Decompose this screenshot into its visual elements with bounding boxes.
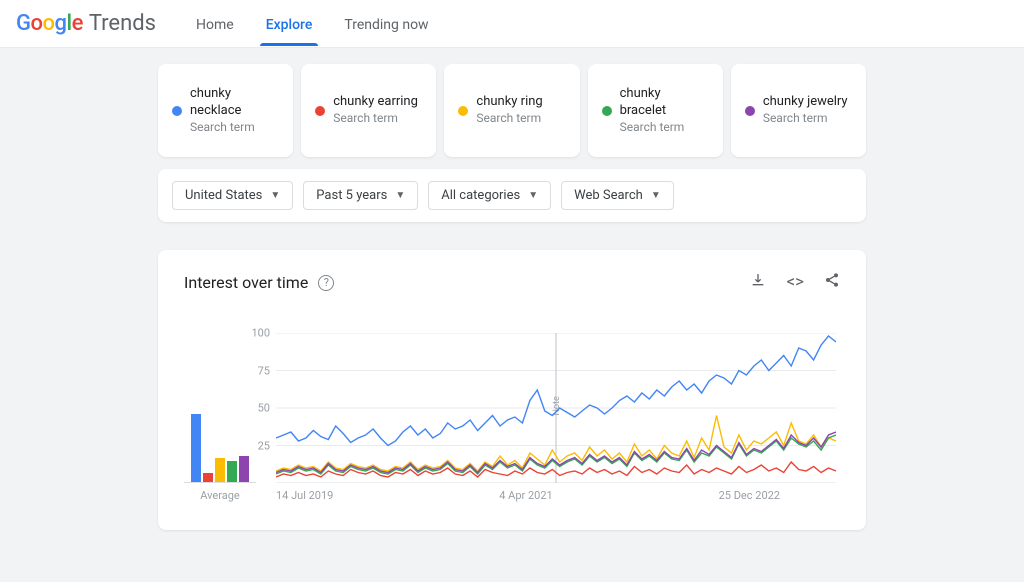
term-text: chunky ring Search term	[476, 94, 542, 126]
term-name: chunky earring	[333, 94, 418, 111]
filters-card: United States▼Past 5 years▼All categorie…	[158, 169, 866, 222]
content: chunky necklace Search term chunky earri…	[0, 48, 1024, 530]
filter-chip[interactable]: All categories ▼	[428, 181, 551, 210]
term-card[interactable]: chunky ring Search term	[444, 64, 579, 157]
line-chart: 255075100Note14 Jul 20194 Apr 202125 Dec…	[276, 333, 840, 502]
color-dot-icon	[315, 106, 325, 116]
filter-chip[interactable]: Web Search ▼	[561, 181, 674, 210]
average-bar	[191, 414, 201, 482]
search-terms-row: chunky necklace Search term chunky earri…	[158, 64, 866, 157]
interest-chart-card: Interest over time ? <> Average 25 50 75 10…	[158, 250, 866, 530]
filter-label: Past 5 years	[316, 188, 387, 203]
google-logo: Google	[16, 11, 83, 36]
product-name: Trends	[89, 11, 156, 36]
x-tick-label: 4 Apr 2021	[499, 489, 552, 502]
logo[interactable]: Google Trends	[16, 11, 156, 36]
term-text: chunky jewelry Search term	[763, 94, 848, 126]
x-tick-label: 14 Jul 2019	[276, 489, 333, 502]
card-title: Interest over time	[184, 273, 308, 292]
term-subtitle: Search term	[476, 111, 542, 127]
term-name: chunky necklace	[190, 86, 279, 120]
average-block: Average	[184, 413, 256, 502]
filter-chip[interactable]: United States ▼	[172, 181, 293, 210]
term-subtitle: Search term	[763, 111, 848, 127]
average-bar	[227, 461, 237, 483]
filter-label: Web Search	[574, 188, 643, 203]
top-nav: Home Explore Trending now	[196, 3, 429, 45]
chevron-down-icon: ▼	[651, 190, 661, 201]
share-icon[interactable]	[824, 272, 840, 293]
term-text: chunky necklace Search term	[190, 86, 279, 135]
help-icon[interactable]: ?	[318, 275, 334, 291]
average-label: Average	[184, 489, 256, 502]
y-tick-label: 100	[251, 327, 270, 340]
term-text: chunky bracelet Search term	[620, 86, 709, 135]
filter-label: United States	[185, 188, 262, 203]
term-card[interactable]: chunky necklace Search term	[158, 64, 293, 157]
color-dot-icon	[458, 106, 468, 116]
nav-item-home[interactable]: Home	[196, 3, 234, 45]
term-name: chunky ring	[476, 94, 542, 111]
download-icon[interactable]	[750, 272, 766, 293]
card-actions: <>	[750, 272, 840, 293]
term-name: chunky bracelet	[620, 86, 709, 120]
average-bars	[184, 413, 256, 483]
embed-icon[interactable]: <>	[786, 272, 804, 293]
color-dot-icon	[745, 106, 755, 116]
term-card[interactable]: chunky jewelry Search term	[731, 64, 866, 157]
nav-item-explore[interactable]: Explore	[266, 3, 313, 45]
term-name: chunky jewelry	[763, 94, 848, 111]
chevron-down-icon: ▼	[270, 190, 280, 201]
svg-text:Note: Note	[552, 396, 562, 415]
chevron-down-icon: ▼	[528, 190, 538, 201]
filter-chip[interactable]: Past 5 years ▼	[303, 181, 418, 210]
y-tick-label: 25	[258, 439, 270, 452]
average-bar	[203, 473, 213, 483]
term-card[interactable]: chunky bracelet Search term	[588, 64, 723, 157]
x-axis-labels: 14 Jul 2019 4 Apr 2021 25 Dec 2022	[276, 483, 840, 502]
nav-item-trending-now[interactable]: Trending now	[344, 3, 428, 45]
color-dot-icon	[172, 106, 182, 116]
color-dot-icon	[602, 106, 612, 116]
term-subtitle: Search term	[190, 120, 279, 136]
y-tick-label: 75	[258, 364, 270, 377]
term-text: chunky earring Search term	[333, 94, 418, 126]
average-bar	[239, 456, 249, 483]
chart-body: Average 255075100Note14 Jul 20194 Apr 20…	[184, 333, 840, 502]
header: Google Trends Home Explore Trending now	[0, 0, 1024, 48]
chevron-down-icon: ▼	[395, 190, 405, 201]
average-bar	[215, 458, 225, 482]
filter-label: All categories	[441, 188, 520, 203]
term-subtitle: Search term	[620, 120, 709, 136]
x-tick-label: 25 Dec 2022	[719, 489, 780, 502]
term-subtitle: Search term	[333, 111, 418, 127]
card-header: Interest over time ? <>	[184, 272, 840, 293]
y-tick-label: 50	[258, 402, 270, 415]
term-card[interactable]: chunky earring Search term	[301, 64, 436, 157]
